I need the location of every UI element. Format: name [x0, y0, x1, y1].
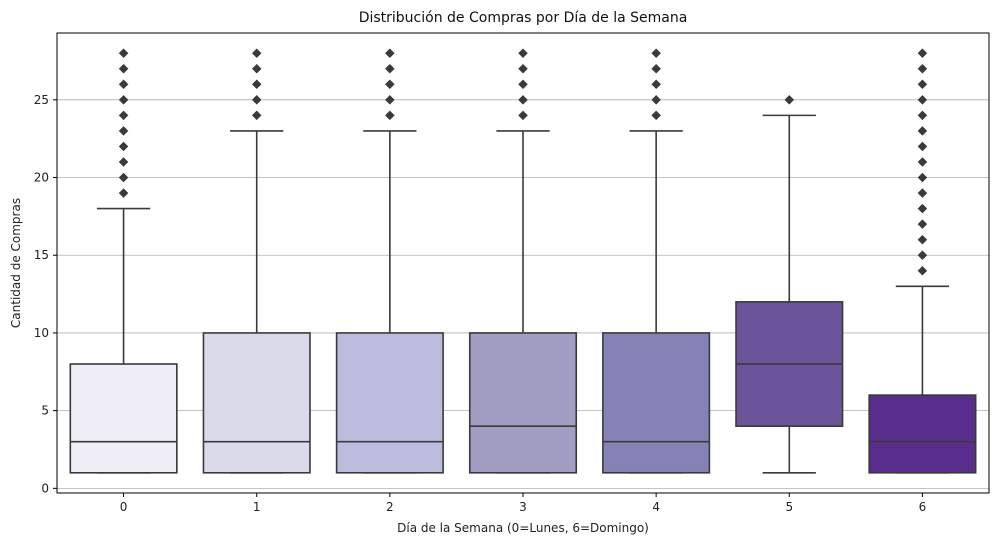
x-tick-label: 5 — [785, 500, 793, 514]
outlier-point — [651, 63, 661, 74]
outlier-point — [917, 250, 928, 261]
outlier-point — [518, 79, 528, 90]
x-tick-label: 1 — [253, 500, 261, 514]
outlier-point — [385, 79, 395, 90]
y-tick-label: 15 — [34, 248, 49, 262]
outlier-point — [917, 94, 928, 105]
outlier-point — [118, 157, 129, 167]
outlier-point — [917, 219, 928, 230]
outlier-point — [917, 157, 928, 167]
outlier-point — [385, 94, 395, 105]
outlier-point — [917, 79, 928, 90]
x-tick-label: 0 — [120, 500, 128, 514]
y-tick-label: 20 — [34, 171, 49, 185]
outlier-point — [118, 63, 129, 74]
box-group-5 — [735, 94, 844, 474]
y-tick-label: 25 — [34, 93, 49, 107]
y-tick-label: 0 — [41, 481, 49, 495]
outlier-point — [651, 94, 661, 105]
outlier-point — [251, 63, 262, 74]
outlier-point — [917, 126, 928, 136]
outlier-point — [518, 48, 528, 59]
x-tick-label: 3 — [519, 500, 527, 514]
iqr-box — [468, 332, 578, 474]
box-group-4 — [602, 48, 711, 474]
outlier-point — [518, 110, 528, 121]
outlier-point — [917, 63, 928, 74]
outlier-point — [917, 188, 928, 198]
y-tick-label: 5 — [41, 404, 49, 418]
outlier-point — [784, 94, 795, 105]
outlier-point — [518, 94, 528, 105]
outlier-point — [251, 110, 262, 121]
outlier-point — [118, 172, 129, 183]
outlier-point — [251, 79, 262, 90]
iqr-box — [202, 332, 311, 474]
outlier-point — [651, 79, 661, 90]
outlier-point — [651, 48, 661, 59]
iqr-box — [868, 394, 977, 474]
outlier-point — [651, 110, 661, 121]
iqr-box — [69, 363, 178, 474]
chart-title: Distribución de Compras por Día de la Se… — [359, 10, 688, 26]
outlier-point — [118, 110, 129, 121]
box-group-6 — [868, 48, 977, 474]
outlier-point — [385, 110, 395, 121]
outlier-point — [385, 63, 395, 74]
outlier-point — [917, 172, 928, 183]
outlier-point — [118, 79, 129, 90]
outlier-point — [251, 94, 262, 105]
y-tick-label: 10 — [34, 326, 49, 340]
outlier-point — [251, 48, 262, 59]
box-group-1 — [202, 48, 311, 474]
outlier-point — [385, 48, 395, 59]
outlier-point — [917, 265, 928, 276]
iqr-box — [335, 332, 444, 474]
outlier-point — [118, 188, 129, 198]
x-tick-label: 2 — [386, 500, 394, 514]
y-axis-title: Cantidad de Compras — [9, 198, 23, 328]
outlier-point — [118, 126, 129, 136]
outlier-point — [118, 48, 129, 59]
outlier-point — [917, 203, 928, 214]
outlier-point — [118, 94, 129, 105]
x-tick-label: 6 — [919, 500, 927, 514]
outlier-point — [518, 63, 528, 74]
x-axis-title: Día de la Semana (0=Lunes, 6=Domingo) — [397, 521, 649, 535]
outlier-point — [917, 110, 928, 121]
x-axis-ticks: 0 1 2 3 4 5 6 — [120, 493, 926, 514]
box-group-0 — [69, 48, 178, 474]
iqr-box — [602, 332, 711, 474]
x-tick-label: 4 — [652, 500, 660, 514]
outlier-point — [118, 141, 129, 152]
y-axis-ticks: 0 5 10 15 20 25 — [34, 93, 57, 495]
box-group-2 — [335, 48, 444, 474]
outlier-point — [917, 141, 928, 152]
box-group-3 — [468, 48, 578, 474]
outlier-point — [917, 48, 928, 59]
boxes-layer — [69, 48, 977, 474]
outlier-point — [917, 234, 928, 245]
